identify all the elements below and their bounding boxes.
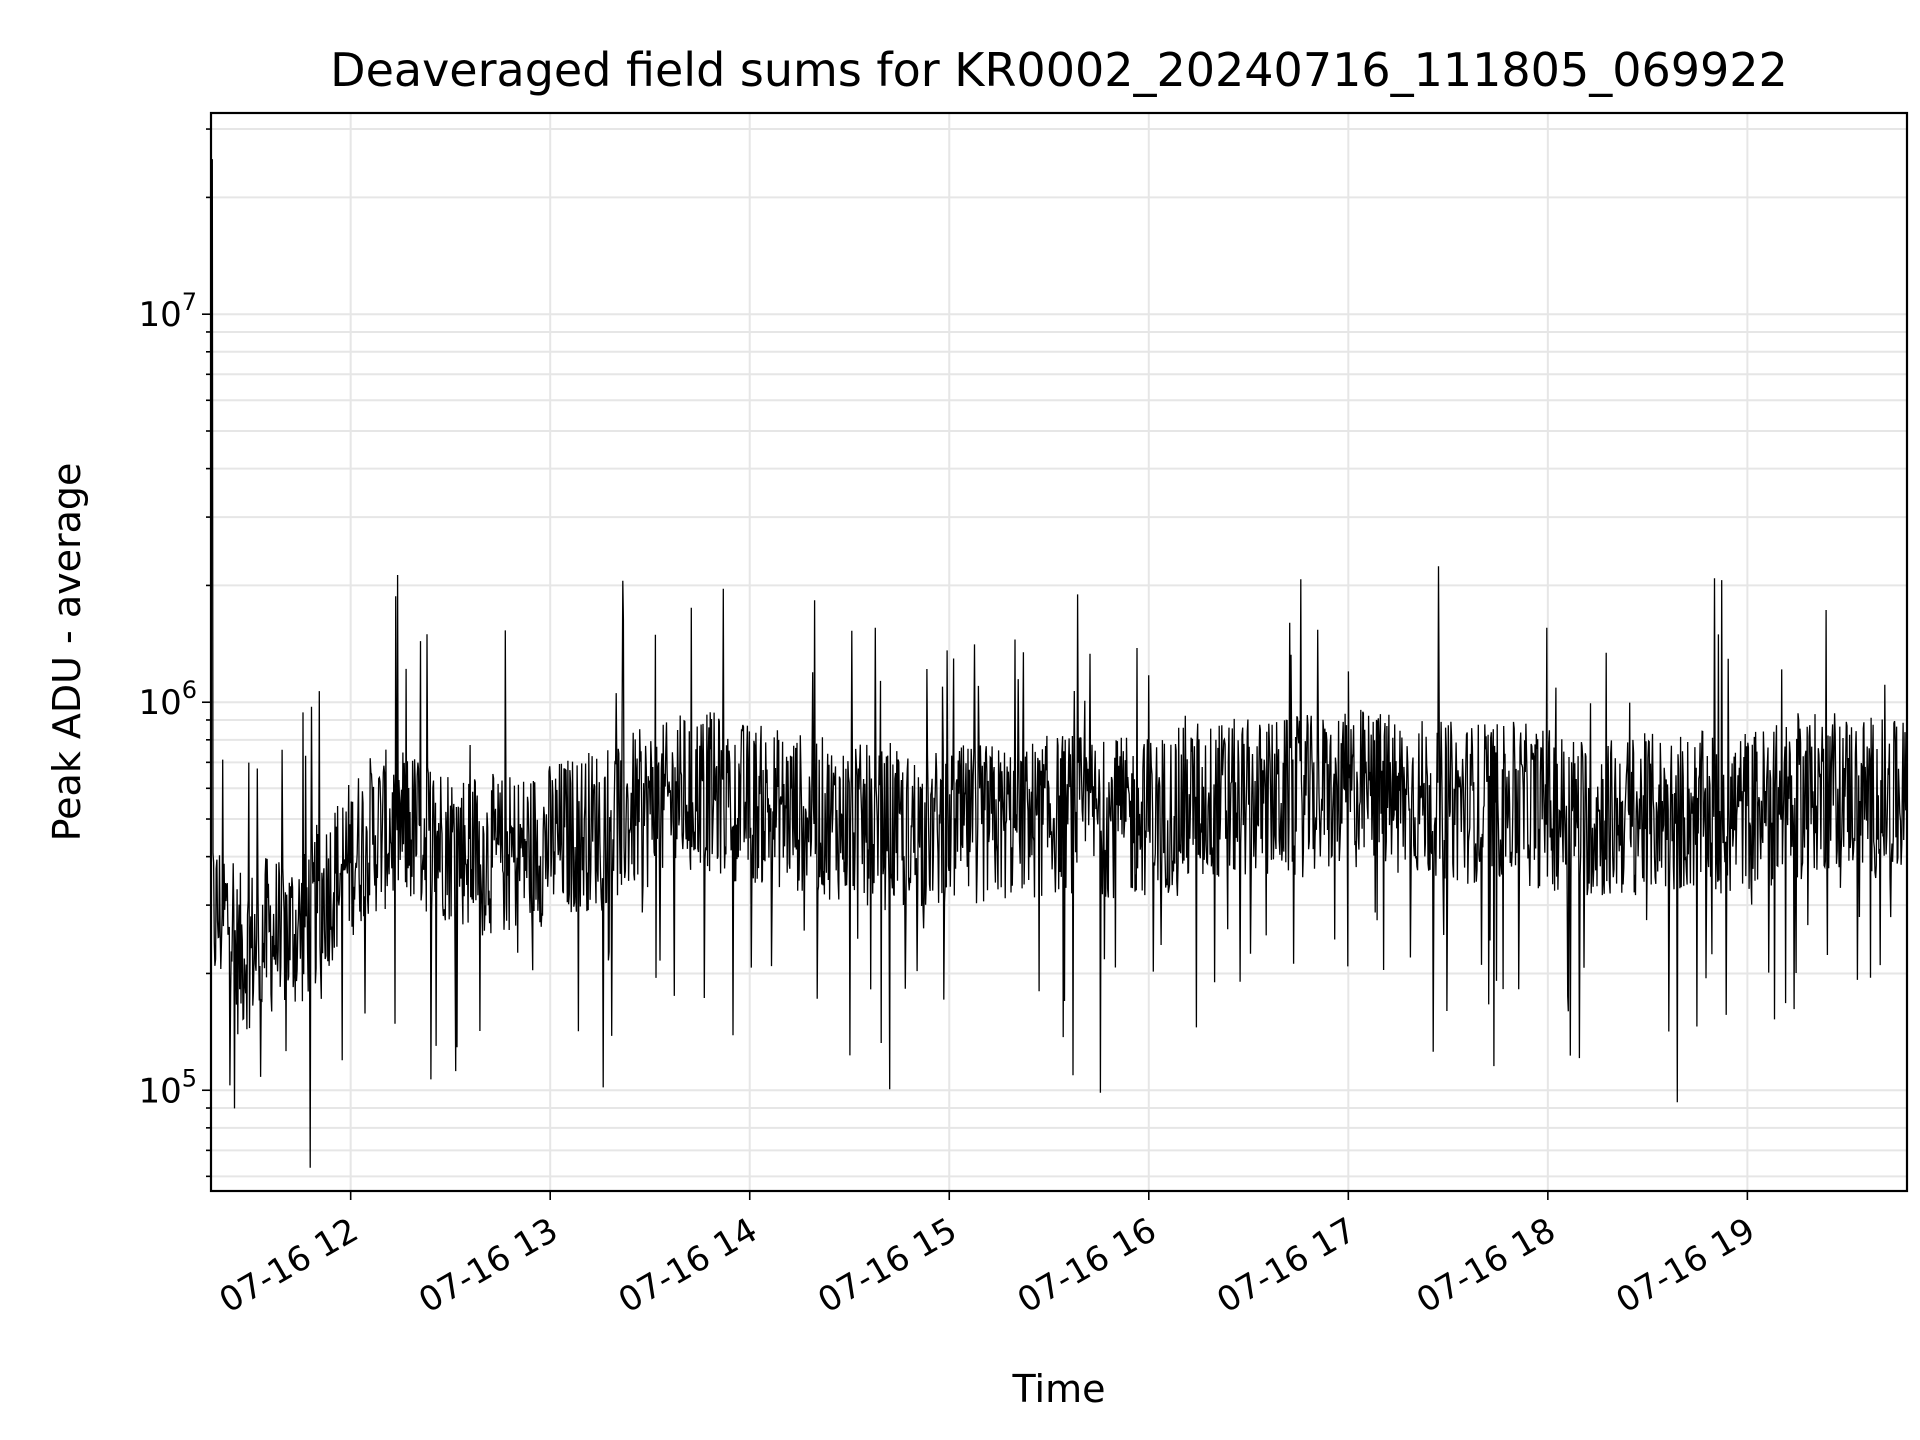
x-tick-label: 07-16 19 <box>1609 1210 1761 1321</box>
x-axis: 07-16 12 07-16 13 07-16 14 07-16 15 07-16 16… <box>213 1191 1762 1321</box>
x-tick-label: 07-16 17 <box>1210 1210 1362 1321</box>
x-tick-label: 07-16 18 <box>1410 1210 1562 1321</box>
y-axis: 105 106 107 <box>138 128 211 1178</box>
y-tick-label: 105 <box>138 1064 197 1111</box>
y-axis-label: Peak ADU - average <box>45 463 89 842</box>
y-tick-label: 107 <box>138 288 197 335</box>
grid <box>211 113 1907 1191</box>
chart-title: Deaveraged field sums for KR0002_2024071… <box>330 43 1788 97</box>
x-axis-label: Time <box>1012 1367 1106 1411</box>
plot-frame <box>209 111 1909 1193</box>
data-series <box>211 159 1908 1168</box>
series-line <box>211 159 1908 1168</box>
x-tick-label: 07-16 16 <box>1011 1210 1163 1321</box>
x-tick-label: 07-16 12 <box>213 1210 365 1321</box>
x-tick-label: 07-16 15 <box>811 1210 963 1321</box>
x-tick-label: 07-16 13 <box>412 1210 564 1321</box>
y-tick-label: 106 <box>138 676 197 723</box>
x-tick-label: 07-16 14 <box>612 1210 764 1321</box>
